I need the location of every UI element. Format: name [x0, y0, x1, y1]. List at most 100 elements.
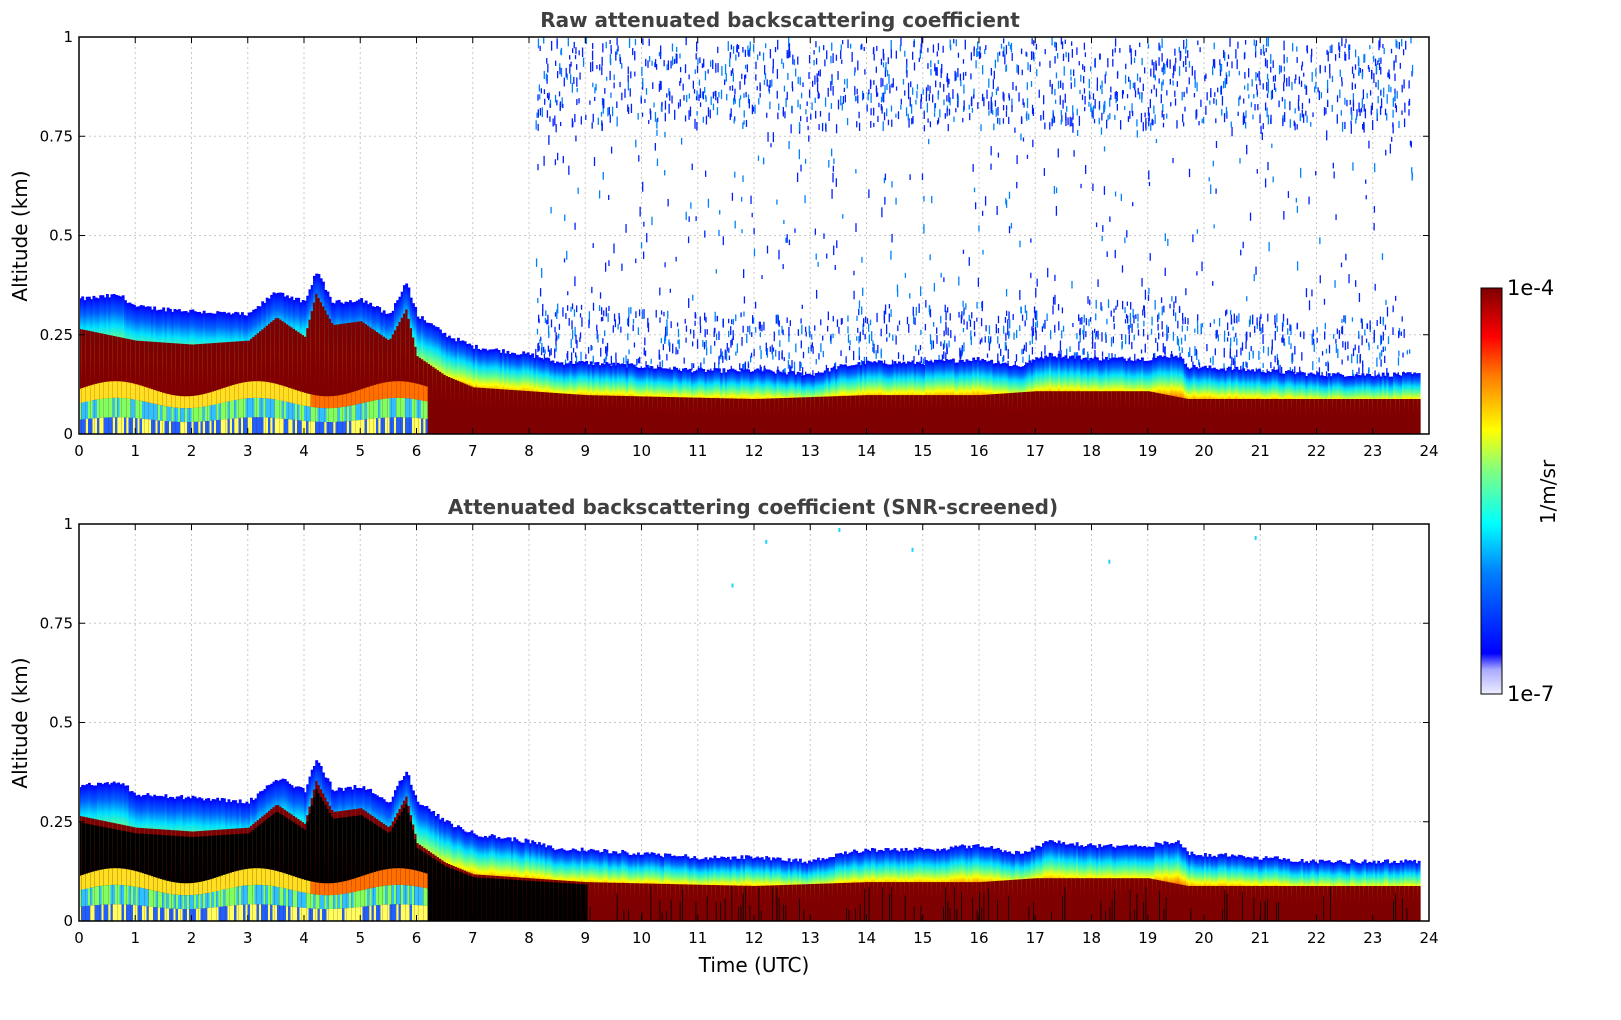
panel-screened-low-band: [106, 885, 109, 905]
panel-raw-saturated-core: [1260, 398, 1264, 434]
panel-raw-low-band: [288, 419, 292, 434]
panel-raw-noise-pixel: [592, 355, 594, 364]
panel-raw-noise-pixel: [693, 329, 695, 339]
panel-raw-noise-pixel: [909, 97, 911, 107]
panel-raw-noise-pixel: [1229, 37, 1231, 47]
panel-raw-noise-pixel: [905, 107, 908, 117]
panel-raw-saturated-core: [1015, 392, 1018, 434]
panel-raw-noise-pixel: [740, 312, 742, 318]
panel-raw-low-band: [324, 422, 328, 434]
panel-raw-low-band: [193, 395, 197, 408]
panel-raw-low-band: [189, 408, 193, 423]
panel-raw-noise-pixel: [556, 152, 559, 161]
panel-raw-noise-pixel: [1044, 319, 1046, 329]
panel-raw-noise-pixel: [609, 39, 611, 44]
panel-raw-noise-pixel: [660, 337, 663, 344]
panel-raw-saturated-core: [765, 398, 769, 434]
panel-raw-noise-pixel: [1266, 93, 1269, 98]
panel-raw-low-band: [214, 404, 217, 421]
panel-raw-noise-pixel: [1154, 114, 1156, 124]
panel-raw-low-band: [259, 417, 262, 434]
panel-raw-noise-pixel: [1409, 140, 1412, 146]
panel-raw-low-band: [256, 417, 260, 434]
panel-raw-noise-pixel: [849, 43, 852, 49]
panel-raw-noise-pixel: [763, 321, 765, 331]
panel-raw-noise-pixel: [772, 354, 774, 360]
panel-raw-noise-pixel: [1278, 65, 1281, 75]
panel-raw-saturated-core: [1343, 398, 1347, 434]
panel-raw-noise-pixel: [1172, 73, 1174, 79]
panel-raw-noise-pixel: [815, 58, 818, 65]
panel-raw-noise-pixel: [592, 82, 594, 88]
panel-raw-noise-pixel: [1019, 325, 1021, 332]
panel-raw-noise-pixel: [1279, 364, 1281, 373]
panel-raw-saturated-core: [560, 393, 564, 434]
panel-raw-noise-pixel: [1216, 329, 1218, 338]
panel-raw-low-band: [331, 408, 334, 423]
panel-raw-low-band: [337, 407, 341, 422]
panel-raw-noise-pixel: [1031, 326, 1033, 331]
panel-raw-noise-pixel: [1388, 74, 1391, 80]
panel-raw-noise-pixel: [963, 84, 965, 94]
panel-raw-noise-pixel: [990, 336, 992, 343]
panel-raw-saturated-core: [850, 395, 854, 434]
panel-raw-noise-pixel: [565, 67, 567, 78]
panel-raw-x-tick-label: 4: [299, 442, 309, 460]
panel-raw-saturated-core: [625, 396, 629, 434]
panel-raw-noise-pixel: [883, 177, 886, 184]
panel-raw-noise-pixel: [1350, 107, 1352, 115]
panel-raw-noise-pixel: [1150, 89, 1153, 94]
panel-raw-noise-pixel: [666, 64, 668, 71]
panel-screened-low-band: [227, 873, 231, 889]
panel-screened-black-core: [99, 826, 103, 887]
panel-raw-saturated-core: [477, 387, 481, 434]
panel-screened-low-band: [229, 905, 233, 921]
panel-raw-noise-pixel: [1396, 90, 1398, 99]
panel-raw-saturated-core: [1276, 398, 1279, 434]
panel-raw-saturated-core: [700, 397, 703, 434]
panel-screened-low-band: [97, 886, 100, 905]
panel-raw-saturated-core: [1253, 398, 1257, 434]
panel-raw-noise-pixel: [1071, 49, 1074, 58]
panel-raw-noise-pixel: [768, 84, 770, 92]
panel-raw-saturated-core: [1361, 398, 1365, 434]
panel-raw-noise-pixel: [666, 319, 668, 328]
panel-raw-noise-pixel: [957, 100, 959, 108]
panel-raw-noise-pixel: [769, 101, 771, 110]
panel-raw-noise-pixel: [900, 98, 902, 105]
panel-raw-noise-pixel: [635, 311, 637, 318]
panel-raw-noise-pixel: [1119, 120, 1122, 130]
panel-raw-low-band: [198, 407, 202, 422]
panel-screened-low-band: [90, 872, 94, 888]
panel-raw-low-band: [133, 383, 136, 400]
panel-raw-low-band: [346, 393, 350, 407]
panel-raw-low-band: [416, 383, 420, 400]
panel-screened-low-band: [81, 874, 85, 890]
panel-raw-noise-pixel: [1268, 242, 1270, 252]
panel-raw-noise-pixel: [1319, 65, 1321, 72]
panel-raw-noise-pixel: [1115, 305, 1117, 310]
panel-raw-noise-pixel: [1369, 90, 1372, 96]
panel-raw-noise-pixel: [1162, 122, 1165, 128]
panel-raw-noise-pixel: [1150, 122, 1152, 131]
panel-raw-noise-pixel: [1198, 362, 1201, 368]
panel-raw-saturated-core: [697, 397, 701, 434]
panel-raw-noise-pixel: [765, 348, 768, 356]
panel-raw-noise-pixel: [927, 63, 929, 69]
panel-raw-noise-pixel: [751, 332, 753, 337]
panel-raw-low-band: [112, 397, 116, 418]
panel-raw-noise-pixel: [1194, 70, 1196, 80]
panel-screened-low-band: [196, 894, 199, 909]
panel-raw-noise-pixel: [1215, 99, 1217, 106]
panel-raw-noise-pixel: [703, 312, 706, 321]
panel-raw-low-band: [335, 395, 339, 408]
panel-raw-low-band: [376, 418, 379, 434]
panel-raw-noise-pixel: [1031, 347, 1034, 355]
panel-raw-noise-pixel: [1281, 322, 1284, 332]
panel-raw-saturated-core: [695, 397, 699, 434]
panel-raw-noise-pixel: [1290, 343, 1292, 350]
panel-raw-noise-pixel: [1194, 328, 1196, 333]
panel-raw-noise-pixel: [1025, 51, 1027, 57]
panel-raw-noise-pixel: [651, 60, 653, 66]
panel-screened-low-band: [189, 909, 193, 921]
